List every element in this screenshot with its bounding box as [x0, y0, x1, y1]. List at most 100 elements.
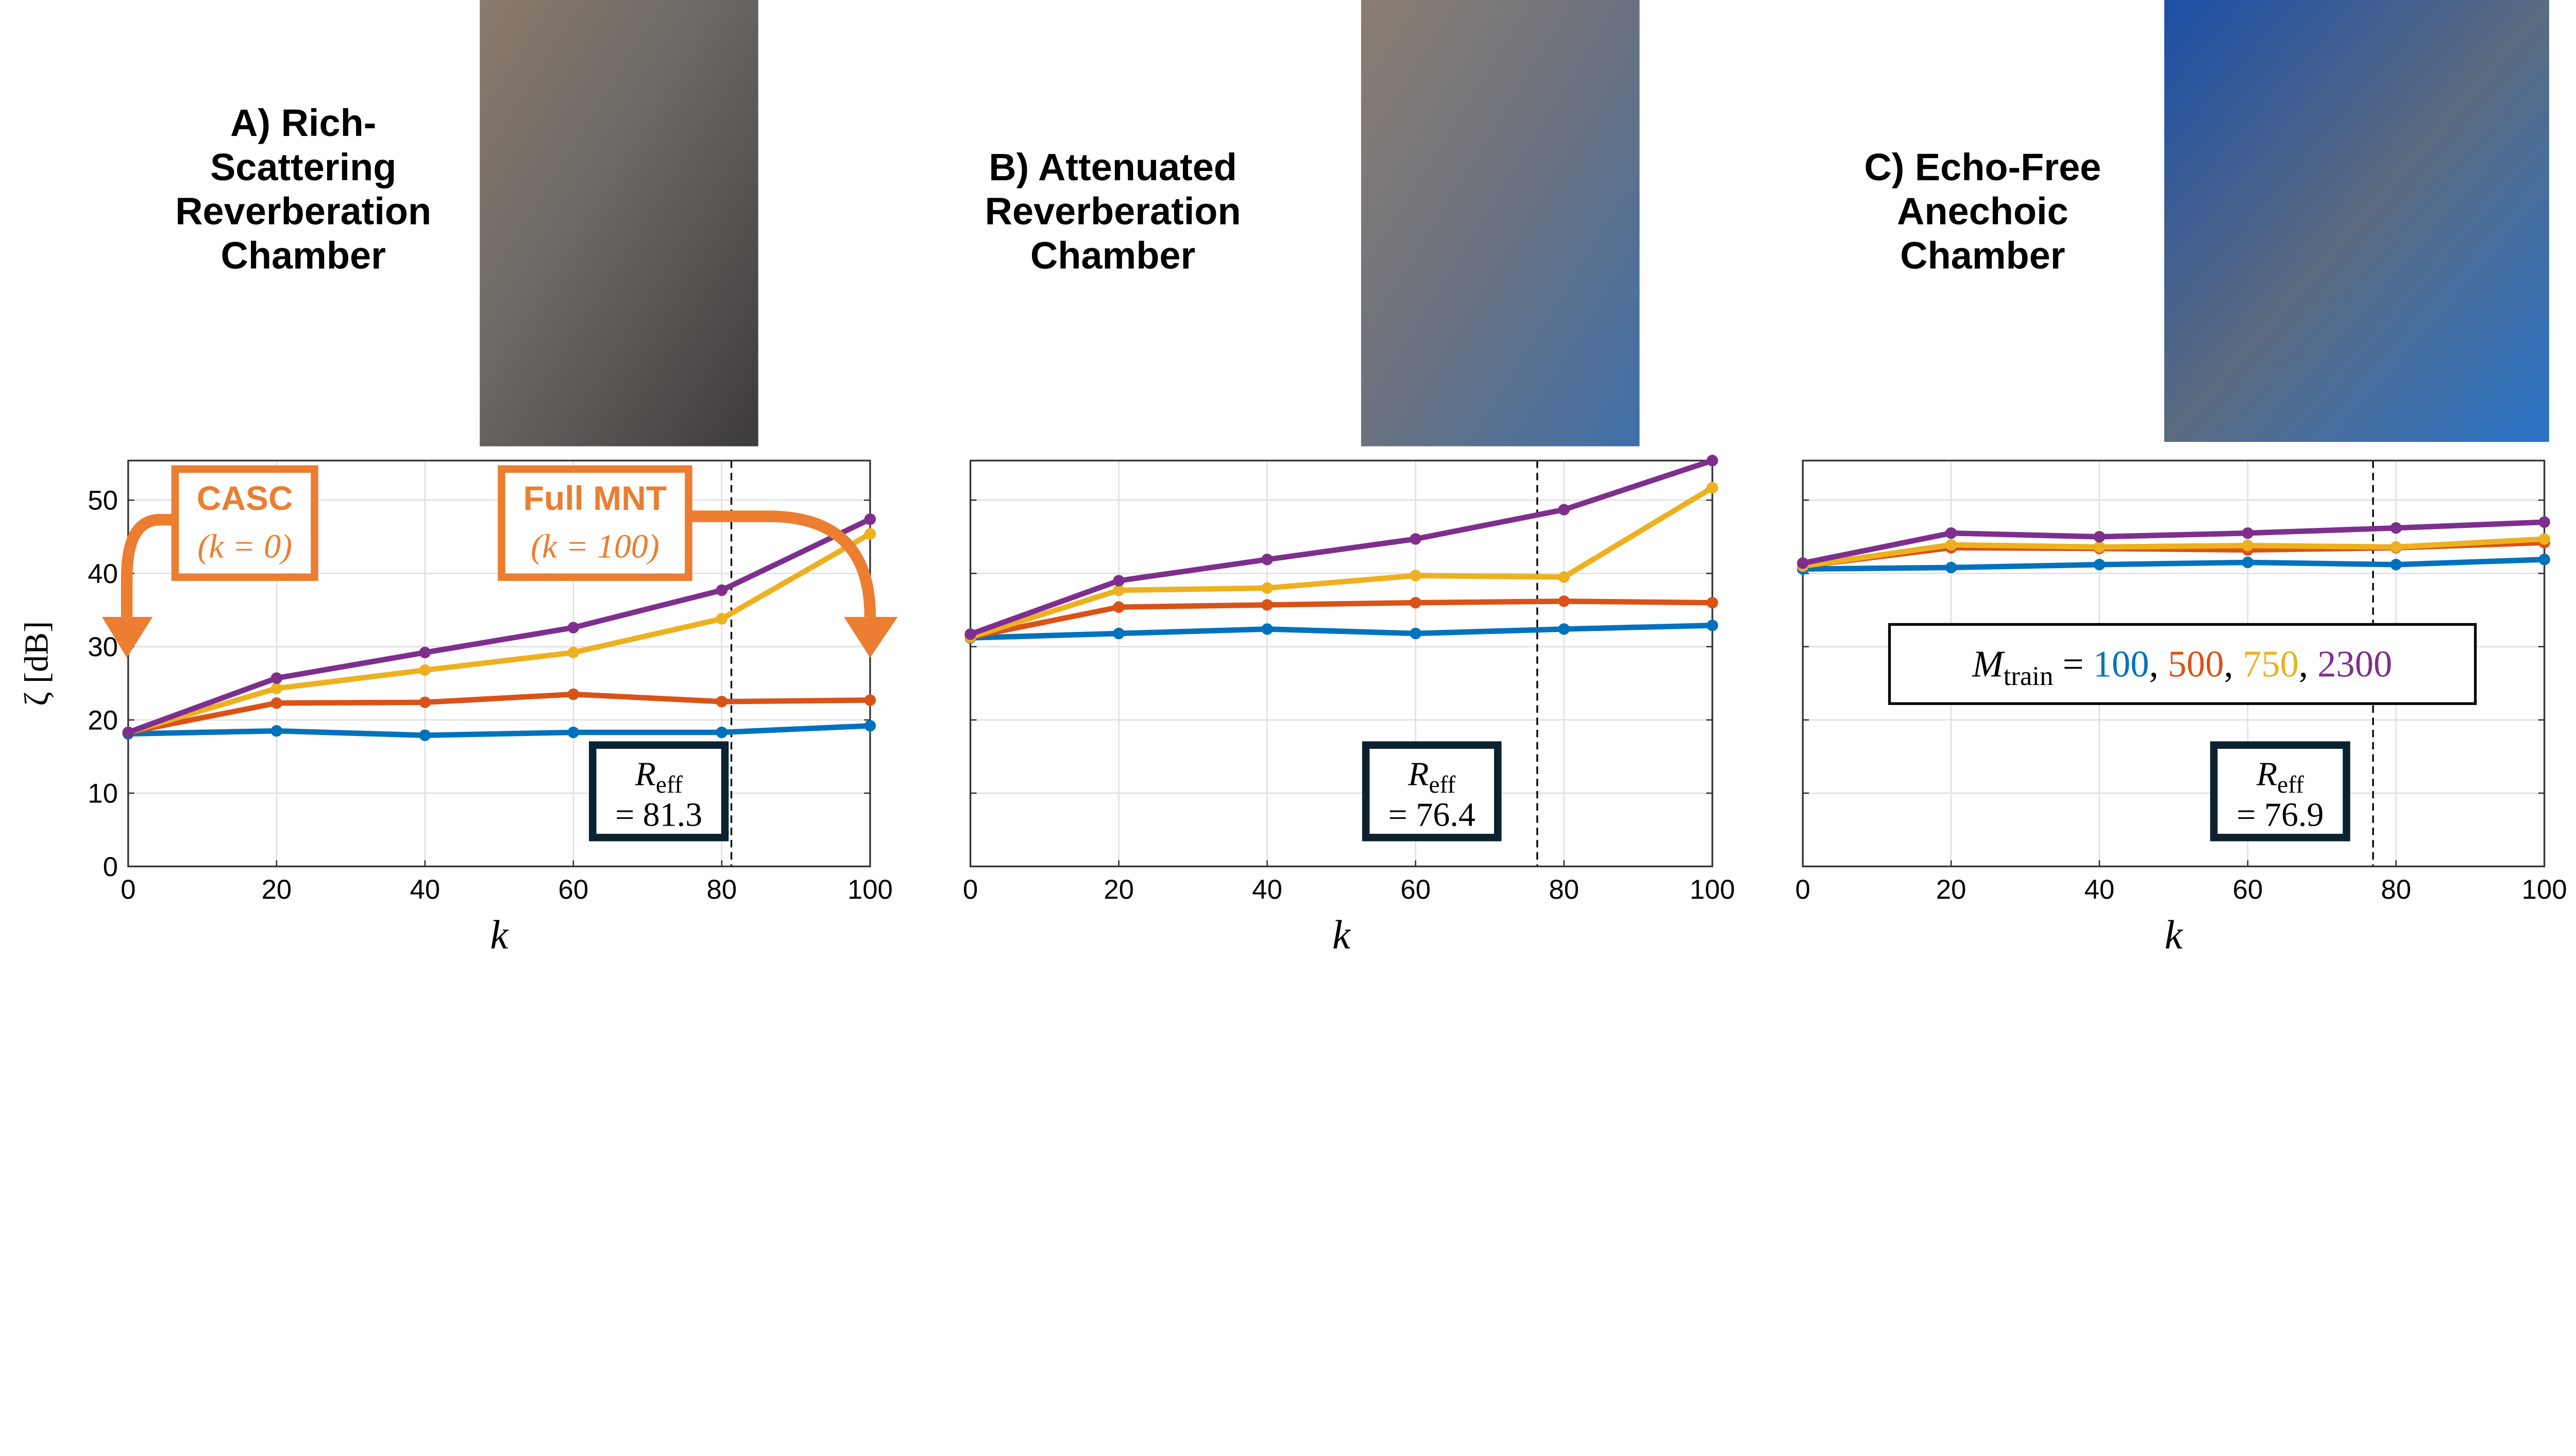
data-point-750 [1113, 584, 1125, 596]
data-point-100 [1261, 623, 1273, 635]
data-point-100 [1706, 620, 1718, 631]
data-point-750 [1945, 539, 1957, 551]
data-point-2300 [716, 584, 728, 596]
casc-annotation: CASC (k = 0) [101, 465, 318, 658]
x-tick-label: 100 [2522, 875, 2567, 905]
data-point-2300 [2242, 527, 2254, 539]
series-line-2300 [969, 458, 1714, 637]
x-tick-label: 60 [2232, 875, 2263, 905]
x-tick-label: 80 [707, 875, 737, 905]
data-point-100 [2242, 556, 2254, 569]
x-tick-label: 20 [1104, 875, 1134, 905]
chart-panel-1: 0 20 40 60 80 100 Reff= 76.4 k [963, 455, 1735, 957]
casc-label: CASC [197, 479, 293, 517]
data-point-750 [1410, 570, 1421, 581]
data-point-100 [2390, 559, 2402, 571]
full-mnt-box [498, 465, 692, 581]
full-mnt-sub: (k = 100) [531, 527, 659, 565]
data-point-500 [1706, 596, 1718, 609]
series-line-500 [127, 691, 870, 735]
data-point-750 [419, 664, 431, 676]
y-tick-label: 30 [88, 632, 118, 662]
y-tick-label: 0 [103, 852, 118, 882]
data-point-750 [716, 613, 728, 625]
data-point-2300 [567, 622, 580, 633]
x-tick-label: 80 [1549, 875, 1579, 905]
data-point-500 [270, 697, 283, 709]
reff-box [589, 741, 729, 842]
reff-value: = 81.3 [615, 796, 702, 834]
series-line-100 [970, 623, 1713, 641]
reff-annotation: Reff= 76.9 [2210, 741, 2350, 842]
full-mnt-arrow [687, 510, 876, 617]
casc-sub: (k = 0) [197, 527, 292, 565]
panel-a-title-line: A) Rich- [230, 101, 376, 144]
series-line-100 [128, 723, 871, 738]
panel-a-title-line: Reverberation [175, 190, 431, 233]
panel-b-title-line: Chamber [1030, 234, 1195, 277]
data-point-500 [716, 696, 728, 708]
data-point-2300 [122, 726, 134, 739]
legend: Mtrain = 100, 500, 750, 2300 [1888, 623, 2477, 705]
x-tick-label: 60 [558, 875, 588, 905]
y-tick-label: 10 [88, 779, 118, 809]
data-point-100 [1945, 561, 1957, 574]
axes-box [969, 459, 1714, 867]
x-tick-label: 40 [410, 875, 440, 905]
full-mnt-arrowhead [844, 616, 898, 658]
data-point-500 [864, 694, 876, 706]
panel-c-title-line: Chamber [1900, 234, 2065, 277]
legend-entry-100: 100 [2093, 643, 2149, 684]
x-tick-label: 80 [2381, 875, 2411, 905]
data-point-500 [419, 696, 431, 708]
panel-b-title: B) Attenuated Reverberation Chamber [985, 146, 1241, 277]
data-point-750 [1706, 482, 1718, 494]
data-point-750 [2242, 540, 2254, 552]
data-point-100 [716, 726, 728, 739]
panel-b-title-line: B) Attenuated [989, 146, 1237, 189]
reff-value: = 76.4 [1388, 796, 1476, 834]
reff-annotation: Reff= 81.3 [589, 741, 729, 842]
x-tick-label: 60 [1400, 875, 1431, 905]
casc-arrow [121, 513, 177, 617]
legend-text: Mtrain = 100, 500, 750, 2300 [1972, 643, 2392, 691]
panel-a-title: A) Rich- Scattering Reverberation Chambe… [175, 101, 431, 277]
data-point-100 [1558, 623, 1570, 635]
x-axis-label: k [1332, 912, 1351, 957]
data-point-100 [270, 725, 283, 737]
series-line-2300 [1802, 519, 2545, 566]
casc-arrowhead [101, 616, 153, 658]
x-tick-label: 20 [1936, 875, 1967, 905]
reff-box [1362, 741, 1502, 842]
photo-anechoic-chamber [2164, 0, 2549, 442]
panel-a-title-line: Chamber [221, 234, 386, 277]
reff-annotation: Reff= 76.4 [1362, 741, 1502, 842]
x-tick-label: 20 [261, 875, 292, 905]
photo-attenuated-chamber [1361, 0, 1640, 447]
panel-c-title-line: C) Echo-Free [1864, 146, 2101, 189]
data-point-2300 [2538, 516, 2550, 528]
legend-entry-500: 500 [2168, 643, 2224, 684]
data-point-100 [1113, 627, 1125, 640]
legend-entry-750: 750 [2243, 643, 2299, 684]
data-point-750 [567, 646, 580, 659]
data-point-500 [567, 688, 580, 700]
legend-box [1888, 623, 2477, 705]
x-axis-label: k [2164, 912, 2183, 957]
data-point-100 [419, 729, 431, 741]
casc-box [171, 465, 318, 581]
data-point-100 [2093, 559, 2106, 571]
data-point-2300 [864, 513, 876, 525]
data-point-2300 [270, 672, 283, 684]
x-axis-label: k [490, 912, 509, 957]
data-point-500 [1558, 595, 1570, 607]
panel-a-title-line: Scattering [210, 146, 396, 189]
y-tick-label: 20 [88, 705, 118, 735]
data-point-2300 [1706, 455, 1718, 467]
data-point-100 [2538, 554, 2550, 566]
x-tick-label: 0 [1795, 875, 1810, 905]
y-tick-label: 40 [88, 559, 118, 589]
reff-box [2210, 741, 2350, 842]
data-point-750 [270, 682, 283, 694]
data-point-2300 [419, 646, 431, 659]
